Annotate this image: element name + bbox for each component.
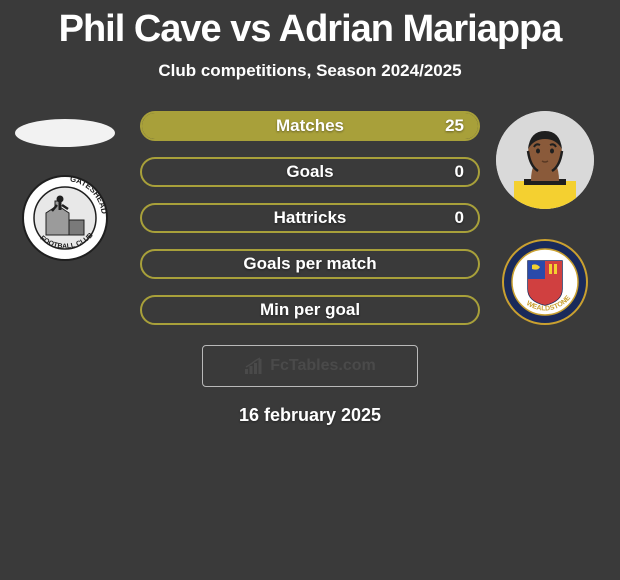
club-badge-left: GATESHEAD FOOTBALL CLUB [22, 175, 108, 261]
stat-label: Min per goal [260, 300, 360, 320]
stat-value-right: 0 [455, 162, 464, 182]
watermark-text: FcTables.com [270, 357, 376, 375]
stat-row: Goals 0 [140, 157, 480, 187]
page-title: Phil Cave vs Adrian Mariappa [0, 0, 620, 51]
generation-date: 16 february 2025 [0, 405, 620, 426]
chart-icon [244, 357, 266, 375]
stat-label: Matches [276, 116, 344, 136]
stats-list: Matches 25 Goals 0 Hattricks 0 Goals per match… [140, 111, 480, 325]
stat-value-right: 25 [445, 116, 464, 136]
stat-label: Hattricks [274, 208, 347, 228]
comparison-content: GATESHEAD FOOTBALL CLUB [0, 111, 620, 426]
stat-row: Matches 25 [140, 111, 480, 141]
right-player-column: WEALDSTONE [490, 111, 600, 325]
watermark-badge: FcTables.com [202, 345, 418, 387]
stat-row: Hattricks 0 [140, 203, 480, 233]
stat-label: Goals [286, 162, 333, 182]
stat-value-right: 0 [455, 208, 464, 228]
stat-row: Goals per match [140, 249, 480, 279]
stat-label: Goals per match [243, 254, 376, 274]
subtitle: Club competitions, Season 2024/2025 [0, 61, 620, 81]
left-player-column: GATESHEAD FOOTBALL CLUB [10, 111, 120, 261]
player-avatar-missing [15, 119, 115, 147]
player-avatar-photo [496, 111, 594, 209]
club-badge-right: WEALDSTONE [502, 239, 588, 325]
stat-row: Min per goal [140, 295, 480, 325]
